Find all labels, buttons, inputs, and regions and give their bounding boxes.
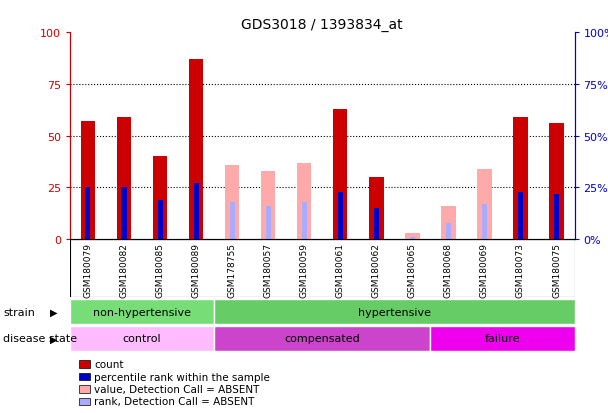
- Bar: [482, 204, 487, 240]
- Text: control: control: [123, 334, 161, 344]
- Text: count: count: [94, 359, 124, 369]
- Bar: [302, 202, 307, 240]
- Bar: [122, 188, 126, 240]
- Text: rank, Detection Call = ABSENT: rank, Detection Call = ABSENT: [94, 396, 255, 406]
- Bar: [513, 118, 528, 240]
- Bar: [554, 194, 559, 240]
- Bar: [214, 299, 575, 324]
- Bar: [446, 223, 451, 240]
- Bar: [70, 240, 575, 297]
- Bar: [337, 192, 343, 240]
- Text: GSM178755: GSM178755: [227, 242, 237, 297]
- Text: GSM180068: GSM180068: [444, 242, 453, 297]
- Bar: [193, 184, 199, 240]
- Bar: [117, 118, 131, 240]
- Bar: [369, 178, 384, 240]
- Text: compensated: compensated: [285, 334, 360, 344]
- Text: percentile rank within the sample: percentile rank within the sample: [94, 372, 270, 382]
- Text: GSM180062: GSM180062: [372, 242, 381, 297]
- Bar: [85, 188, 91, 240]
- Bar: [261, 171, 275, 240]
- Text: GSM180057: GSM180057: [264, 242, 272, 297]
- Bar: [81, 122, 95, 240]
- Bar: [153, 157, 167, 240]
- Bar: [189, 60, 203, 240]
- Text: strain: strain: [3, 307, 35, 317]
- Bar: [333, 109, 347, 240]
- Text: disease state: disease state: [3, 334, 77, 344]
- Bar: [405, 233, 420, 240]
- Bar: [230, 202, 235, 240]
- Text: GSM180075: GSM180075: [552, 242, 561, 297]
- Text: failure: failure: [485, 334, 520, 344]
- Bar: [549, 124, 564, 240]
- Bar: [430, 326, 575, 351]
- Bar: [518, 192, 523, 240]
- Text: value, Detection Call = ABSENT: value, Detection Call = ABSENT: [94, 384, 260, 394]
- Text: GSM180065: GSM180065: [408, 242, 417, 297]
- Bar: [214, 326, 430, 351]
- Bar: [70, 326, 214, 351]
- Bar: [266, 206, 271, 240]
- Text: GSM180079: GSM180079: [83, 242, 92, 297]
- Bar: [441, 206, 455, 240]
- Text: GSM180085: GSM180085: [156, 242, 165, 297]
- Bar: [157, 200, 162, 240]
- Text: GSM180059: GSM180059: [300, 242, 309, 297]
- Title: GDS3018 / 1393834_at: GDS3018 / 1393834_at: [241, 18, 403, 32]
- Bar: [297, 163, 311, 240]
- Text: GSM180082: GSM180082: [120, 242, 128, 297]
- Text: non-hypertensive: non-hypertensive: [93, 307, 191, 317]
- Text: GSM180073: GSM180073: [516, 242, 525, 297]
- Bar: [477, 169, 492, 240]
- Bar: [225, 165, 240, 240]
- Text: ▶: ▶: [50, 334, 58, 344]
- Text: GSM180089: GSM180089: [192, 242, 201, 297]
- Bar: [374, 209, 379, 240]
- Bar: [410, 237, 415, 240]
- Text: ▶: ▶: [50, 307, 58, 317]
- Text: hypertensive: hypertensive: [358, 307, 431, 317]
- Text: GSM180069: GSM180069: [480, 242, 489, 297]
- Text: GSM180061: GSM180061: [336, 242, 345, 297]
- Bar: [70, 299, 214, 324]
